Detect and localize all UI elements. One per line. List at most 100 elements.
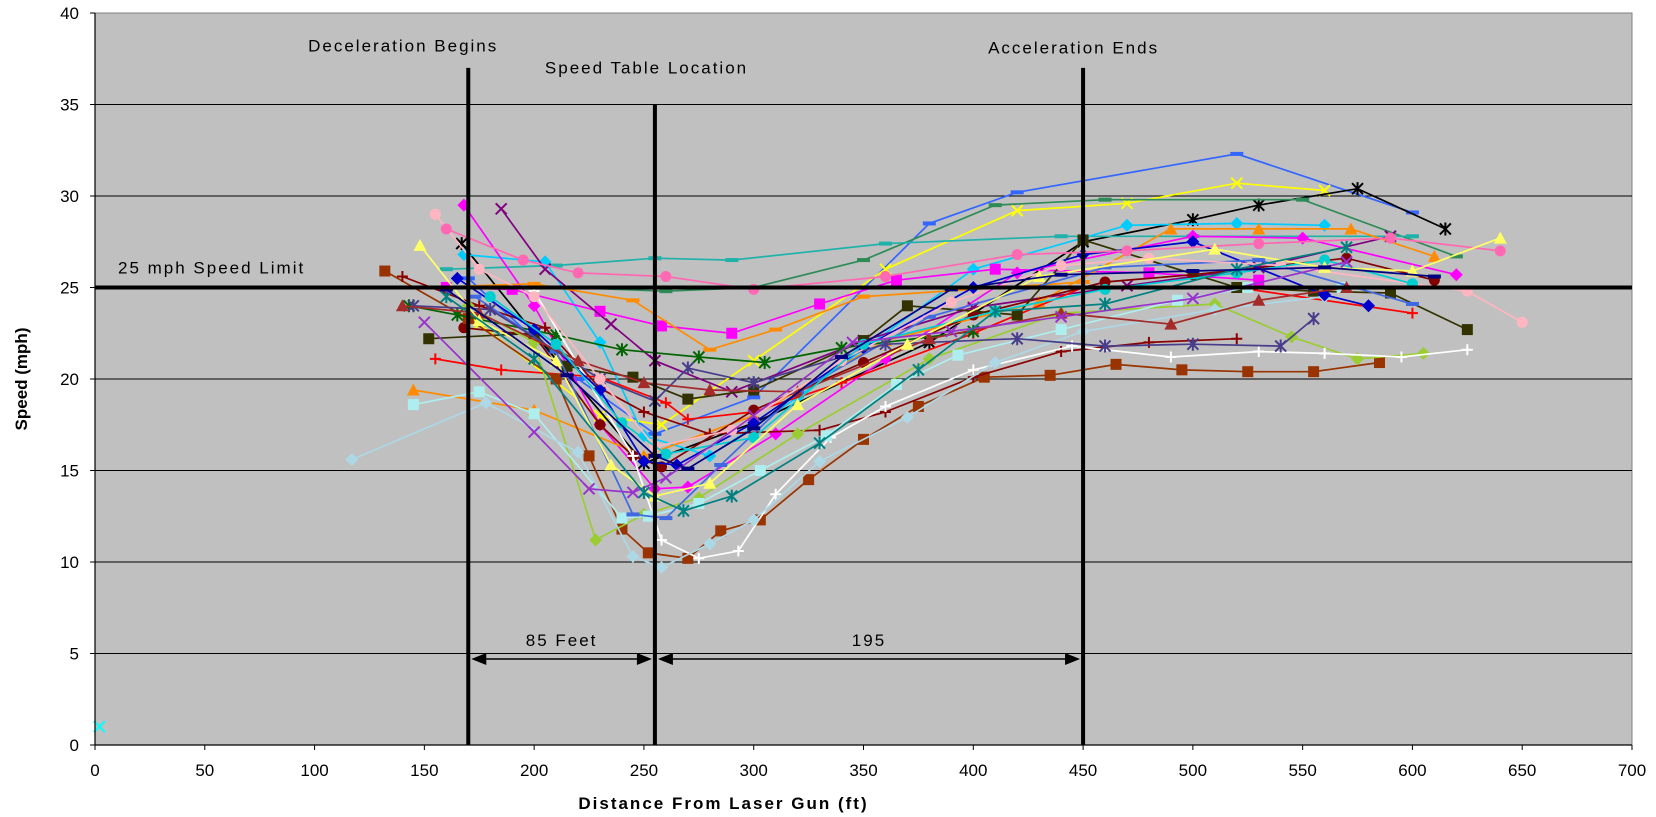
marker-plus <box>627 450 639 462</box>
marker-plus <box>1165 351 1177 363</box>
marker-dash <box>1098 265 1112 270</box>
marker-star <box>1252 198 1265 212</box>
marker-diamond <box>450 271 464 285</box>
marker-square <box>616 523 628 535</box>
vertical-ref-label-2: Speed Table Location <box>545 58 748 77</box>
marker-star <box>1274 339 1287 353</box>
marker-dash <box>549 263 563 268</box>
marker-triangle <box>900 337 914 350</box>
vertical-ref-label-1: Deceleration Begins <box>308 36 498 55</box>
marker-diamond <box>703 537 717 551</box>
marker-x <box>527 425 541 439</box>
marker-plus <box>879 400 891 412</box>
marker-plus <box>693 552 705 564</box>
marker-circle <box>879 271 891 283</box>
marker-circle <box>473 263 485 275</box>
marker-circle <box>1143 252 1155 264</box>
marker-square <box>978 371 990 383</box>
marker-diamond <box>1362 299 1376 313</box>
marker-square <box>820 430 832 442</box>
series-26 <box>429 208 1528 453</box>
marker-triangle <box>703 383 717 396</box>
marker-dash <box>1098 197 1112 202</box>
marker-x <box>725 385 738 399</box>
series-line <box>413 286 1343 519</box>
marker-circle <box>748 432 760 444</box>
marker-dash <box>1427 274 1441 279</box>
marker-circle <box>1011 249 1023 261</box>
marker-circle <box>572 267 584 279</box>
marker-triangle <box>1164 317 1178 330</box>
marker-triangle <box>571 354 585 367</box>
marker-dash <box>878 241 892 246</box>
marker-dash <box>527 281 541 286</box>
series-33 <box>93 720 106 733</box>
marker-circle <box>660 448 672 460</box>
marker-triangle <box>1493 231 1507 244</box>
y-tick-label: 30 <box>60 187 79 206</box>
marker-square <box>726 327 738 339</box>
series-15 <box>379 265 1385 564</box>
marker-dash <box>714 463 728 468</box>
marker-triangle <box>637 376 651 389</box>
x-tick-label: 500 <box>1179 761 1207 780</box>
marker-square <box>407 399 419 411</box>
marker-square <box>682 393 694 405</box>
marker-star <box>747 376 760 390</box>
marker-square <box>423 333 435 345</box>
marker-square <box>715 525 727 537</box>
x-tick-label: 100 <box>300 761 328 780</box>
marker-triangle <box>1208 242 1222 255</box>
marker-diamond <box>637 429 651 443</box>
marker-square <box>1384 287 1396 299</box>
marker-x <box>1340 255 1353 269</box>
series-line <box>567 198 1457 293</box>
series-line <box>413 228 1435 457</box>
marker-dash <box>468 294 482 299</box>
marker-square <box>379 265 391 277</box>
marker-star <box>1439 222 1452 236</box>
marker-square <box>754 465 766 476</box>
marker-square <box>642 547 654 559</box>
marker-triangle <box>1252 222 1266 235</box>
marker-plus <box>429 353 441 365</box>
series-line <box>446 235 1413 271</box>
marker-plus <box>1395 351 1407 363</box>
marker-circle <box>429 208 441 220</box>
x-tick-label: 400 <box>959 761 987 780</box>
marker-triangle <box>395 299 409 312</box>
marker-triangle <box>549 354 563 367</box>
marker-x <box>747 354 760 367</box>
marker-star <box>615 343 629 357</box>
marker-star <box>1186 337 1200 351</box>
marker-star <box>692 350 706 364</box>
marker-circle <box>1253 238 1265 250</box>
marker-plus <box>770 488 782 500</box>
marker-triangle <box>1344 222 1358 235</box>
marker-diamond <box>654 560 668 574</box>
marker-diamond <box>988 356 1002 370</box>
marker-square <box>655 320 667 332</box>
marker-triangle <box>1032 270 1046 283</box>
x-tick-label: 350 <box>849 761 877 780</box>
marker-star <box>835 341 848 355</box>
dimension-arrow-2: 195 <box>657 631 1081 665</box>
marker-circle <box>858 357 869 369</box>
marker-dash <box>626 298 640 303</box>
marker-plus <box>638 406 650 418</box>
arrowhead-left <box>657 652 673 665</box>
speed-limit-label: 25 mph Speed Limit <box>118 259 305 278</box>
marker-diamond <box>922 352 936 366</box>
x-tick-label: 450 <box>1069 761 1097 780</box>
marker-square <box>627 371 639 383</box>
marker-plus <box>495 364 507 376</box>
x-tick-label: 150 <box>410 761 438 780</box>
marker-x <box>626 486 640 499</box>
marker-circle <box>550 338 562 350</box>
marker-dash <box>769 327 783 332</box>
vertical-ref-label-3: Acceleration Ends <box>988 38 1159 57</box>
marker-circle <box>1384 232 1396 244</box>
marker-square <box>583 450 595 462</box>
marker-diamond <box>1449 268 1463 282</box>
